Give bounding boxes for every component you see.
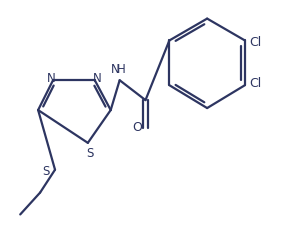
Text: N: N <box>47 72 55 85</box>
Text: O: O <box>133 121 142 134</box>
Text: S: S <box>86 147 93 160</box>
Text: S: S <box>43 165 50 178</box>
Text: Cl: Cl <box>249 77 261 90</box>
Text: N: N <box>93 72 101 85</box>
Text: Cl: Cl <box>249 36 261 49</box>
Text: N: N <box>111 63 120 76</box>
Text: H: H <box>117 63 126 76</box>
